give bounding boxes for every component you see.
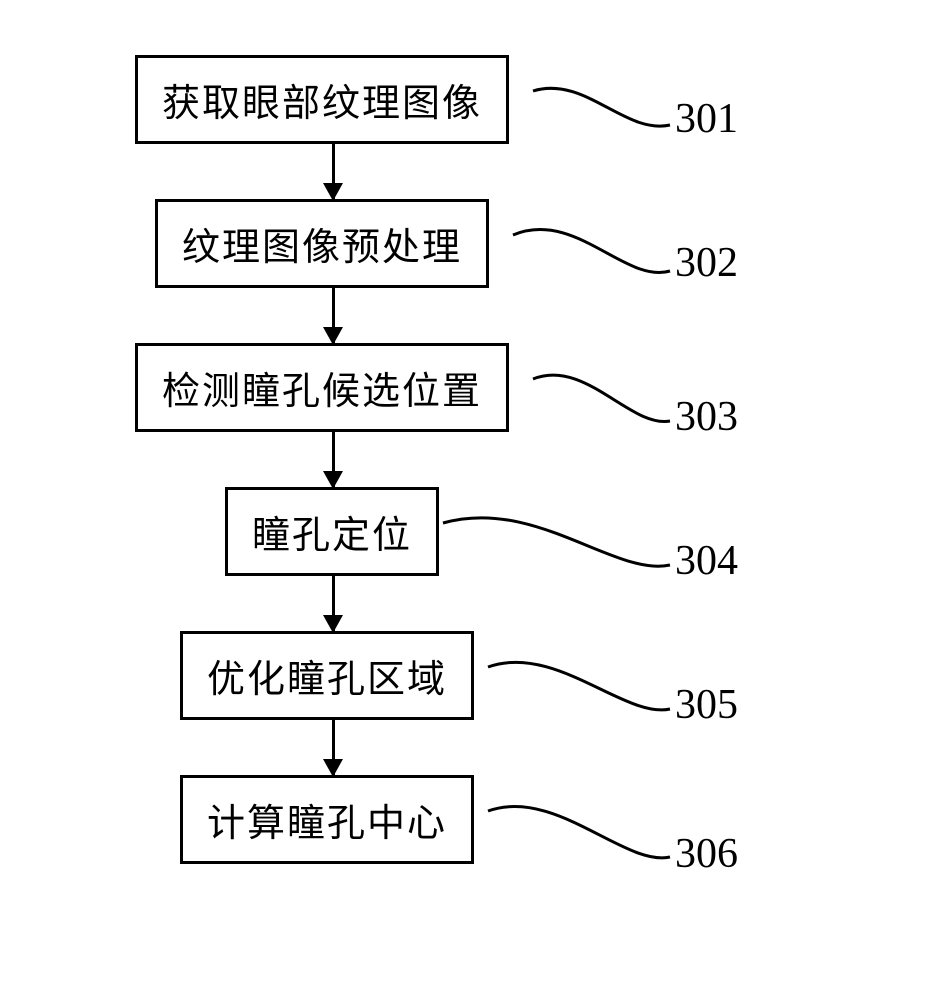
step-label-306: 306	[675, 830, 738, 878]
flow-box-306: 计算瞳孔中心	[180, 775, 474, 864]
flow-step-305: 优化瞳孔区域305	[135, 631, 835, 720]
flow-step-306: 计算瞳孔中心306	[135, 775, 835, 864]
flow-box-302: 纹理图像预处理	[155, 199, 489, 288]
flow-box-304: 瞳孔定位	[225, 487, 439, 576]
arrow-302-to-303	[332, 288, 335, 343]
flow-box-303: 检测瞳孔候选位置	[135, 343, 509, 432]
flow-step-302: 纹理图像预处理 302	[135, 199, 835, 288]
step-label-304: 304	[675, 537, 738, 585]
flow-step-303: 检测瞳孔候选位置303	[135, 343, 835, 432]
flow-step-301: 获取眼部纹理图像 301	[135, 55, 835, 144]
step-label-302: 302	[675, 239, 738, 287]
arrow-305-to-306	[332, 720, 335, 775]
step-label-303: 303	[675, 393, 738, 441]
step-label-301: 301	[675, 95, 738, 143]
flow-box-301: 获取眼部纹理图像	[135, 55, 509, 144]
flow-box-305: 优化瞳孔区域	[180, 631, 474, 720]
flowchart-container: 获取眼部纹理图像301纹理图像预处理302检测瞳孔候选位置303瞳孔定位304优…	[135, 55, 835, 864]
arrow-304-to-305	[332, 576, 335, 631]
arrow-303-to-304	[332, 432, 335, 487]
arrow-301-to-302	[332, 144, 335, 199]
flow-step-304: 瞳孔定位304	[135, 487, 835, 576]
step-label-305: 305	[675, 681, 738, 729]
